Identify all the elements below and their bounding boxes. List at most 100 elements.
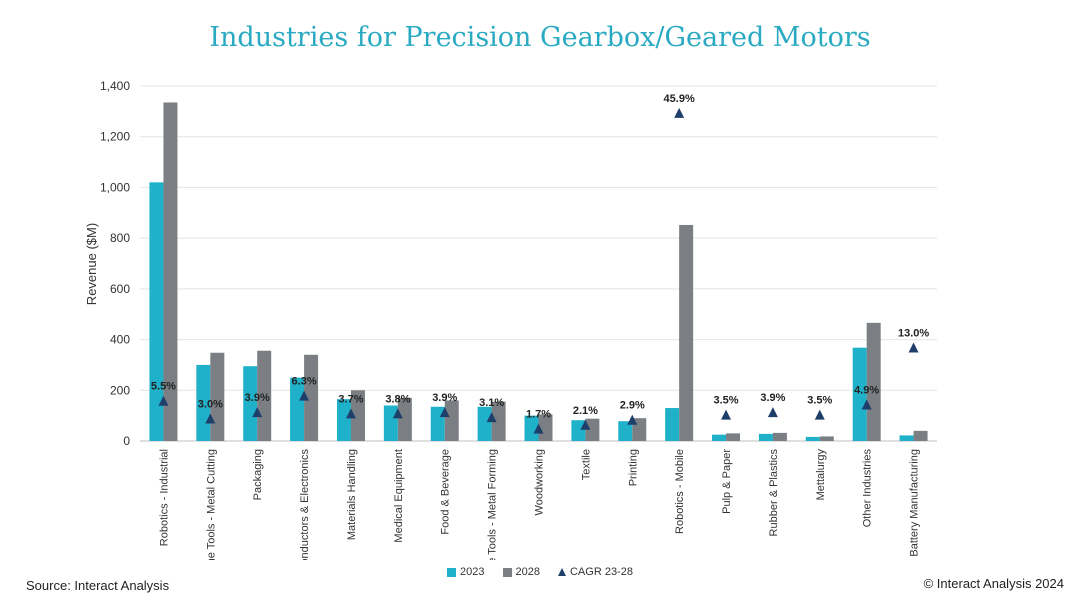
cagr-marker	[205, 413, 216, 424]
legend-item-2028: 2028	[502, 566, 540, 578]
cagr-marker	[439, 407, 450, 418]
cagr-marker	[392, 408, 403, 419]
bar-chart: 0 200 400 600 800 1,000 1,200 1,400 Revenue ($M…	[84, 79, 937, 560]
category-label: Other Industries	[862, 449, 874, 528]
cagr-label: 13.0%	[898, 327, 929, 339]
cagr-marker	[580, 419, 591, 430]
bars	[149, 102, 928, 441]
bar-2028	[819, 436, 834, 441]
bar-2023	[336, 399, 351, 441]
cagr-label: 3.1%	[479, 397, 504, 409]
category-label: Robotics - Mobile	[674, 449, 686, 534]
bar-2023	[805, 436, 820, 441]
legend-label-cagr: CAGR 23-28	[569, 566, 633, 578]
category-labels: Robotics - Industrial Machine Tools - Met…	[158, 449, 920, 560]
bar-2023	[477, 406, 492, 441]
triangle-icon	[557, 568, 566, 576]
y-axis-ticks: 0 200 400 600 800 1,000 1,200 1,400	[100, 79, 130, 448]
bar-2028	[679, 224, 694, 441]
bar-2028	[397, 397, 412, 441]
bar-2023	[149, 182, 164, 441]
bar-2023	[383, 405, 398, 441]
cagr-marker	[299, 390, 310, 401]
legend-swatch-2028	[502, 567, 512, 577]
cagr-label: 1.7%	[526, 409, 551, 421]
legend-label-2023: 2023	[460, 566, 485, 578]
bar-2028	[257, 350, 272, 441]
cagr-label: 4.9%	[854, 385, 879, 397]
y-tick-label: 0	[123, 434, 130, 448]
bar-2028	[444, 400, 459, 441]
legend-item-2023: 2023	[447, 566, 485, 578]
bar-2028	[585, 418, 600, 441]
cagr-label: 6.3%	[292, 376, 317, 388]
bar-2023	[665, 408, 680, 441]
bar-2028	[913, 430, 928, 441]
legend-item-cagr: CAGR 23-28	[557, 566, 633, 578]
bar-2023	[243, 366, 258, 441]
cagr-marker	[861, 399, 872, 410]
y-axis-label: Revenue ($M)	[84, 223, 99, 305]
bar-2028	[538, 414, 553, 441]
cagr-marker	[345, 408, 356, 419]
cagr-label: 3.7%	[338, 393, 363, 405]
legend-swatch-2023	[447, 567, 457, 577]
bar-2023	[852, 347, 867, 441]
y-tick-label: 1,400	[100, 79, 130, 93]
category-label: Food & Beverage	[440, 449, 452, 535]
category-label: Machine Tools - Metal Cutting	[205, 449, 217, 560]
bar-2023	[899, 435, 914, 441]
category-label: Machine Tools - Metal Forming	[487, 449, 499, 560]
cagr-marker	[908, 342, 919, 353]
cagr-label: 3.5%	[713, 395, 738, 407]
bar-2023	[758, 433, 773, 441]
bar-2028	[163, 102, 178, 441]
category-label: Robotics - Industrial	[158, 449, 170, 546]
category-label: Packaging	[252, 449, 264, 500]
category-label: Medical Equipment	[393, 449, 405, 543]
bar-2028	[491, 401, 506, 441]
cagr-marker	[627, 414, 638, 425]
cagr-marker	[767, 407, 778, 418]
category-label: Battery Manufacturing	[909, 449, 921, 557]
bar-2028	[726, 433, 741, 441]
bar-2028	[866, 322, 881, 441]
gridlines	[140, 85, 937, 442]
y-tick-label: 800	[110, 231, 130, 245]
legend-label-2028: 2028	[515, 566, 540, 578]
bar-2028	[210, 352, 225, 441]
y-tick-label: 400	[110, 333, 130, 347]
category-label: Printing	[627, 449, 639, 486]
cagr-marker	[814, 409, 825, 420]
cagr-marker	[486, 412, 497, 423]
cagr-label: 45.9%	[664, 93, 695, 105]
cagr-label: 2.9%	[620, 400, 645, 412]
category-label: Rubber & Plastics	[768, 449, 780, 537]
bar-2028	[304, 354, 319, 441]
bar-2028	[772, 432, 787, 441]
cagr-label: 5.5%	[151, 381, 176, 393]
bar-2023	[618, 421, 633, 441]
category-label: Textile	[580, 449, 592, 480]
cagr-label: 3.5%	[807, 395, 832, 407]
chart-title: Industries for Precision Gearbox/Geared …	[209, 22, 871, 53]
bar-2023	[524, 415, 539, 441]
bar-2023	[712, 434, 727, 441]
cagr-label: 3.9%	[760, 392, 785, 404]
cagr-markers: 5.5% 3.0% 3.9% 6.3% 3.7% 3.8% 3.9% 3.1% 1.7% 2.1%…	[151, 93, 929, 434]
category-label: Woodworking	[534, 449, 546, 515]
category-label: Mettalurgy	[815, 449, 827, 501]
y-tick-label: 600	[110, 282, 130, 296]
cagr-marker	[674, 107, 685, 118]
category-label: Pulp & Paper	[721, 449, 733, 514]
category-label: Semiconductors & Electronics	[299, 449, 311, 560]
y-tick-label: 1,200	[100, 130, 130, 144]
source-note: Source: Interact Analysis	[26, 578, 170, 593]
cagr-label: 3.9%	[432, 392, 457, 404]
cagr-marker	[252, 407, 263, 418]
cagr-label: 2.1%	[573, 405, 598, 417]
legend: 2023 2028 CAGR 23-28	[0, 566, 1080, 578]
category-label: Materials Handling	[346, 449, 358, 540]
cagr-label: 3.0%	[198, 398, 223, 410]
copyright-note: © Interact Analysis 2024	[923, 576, 1064, 591]
